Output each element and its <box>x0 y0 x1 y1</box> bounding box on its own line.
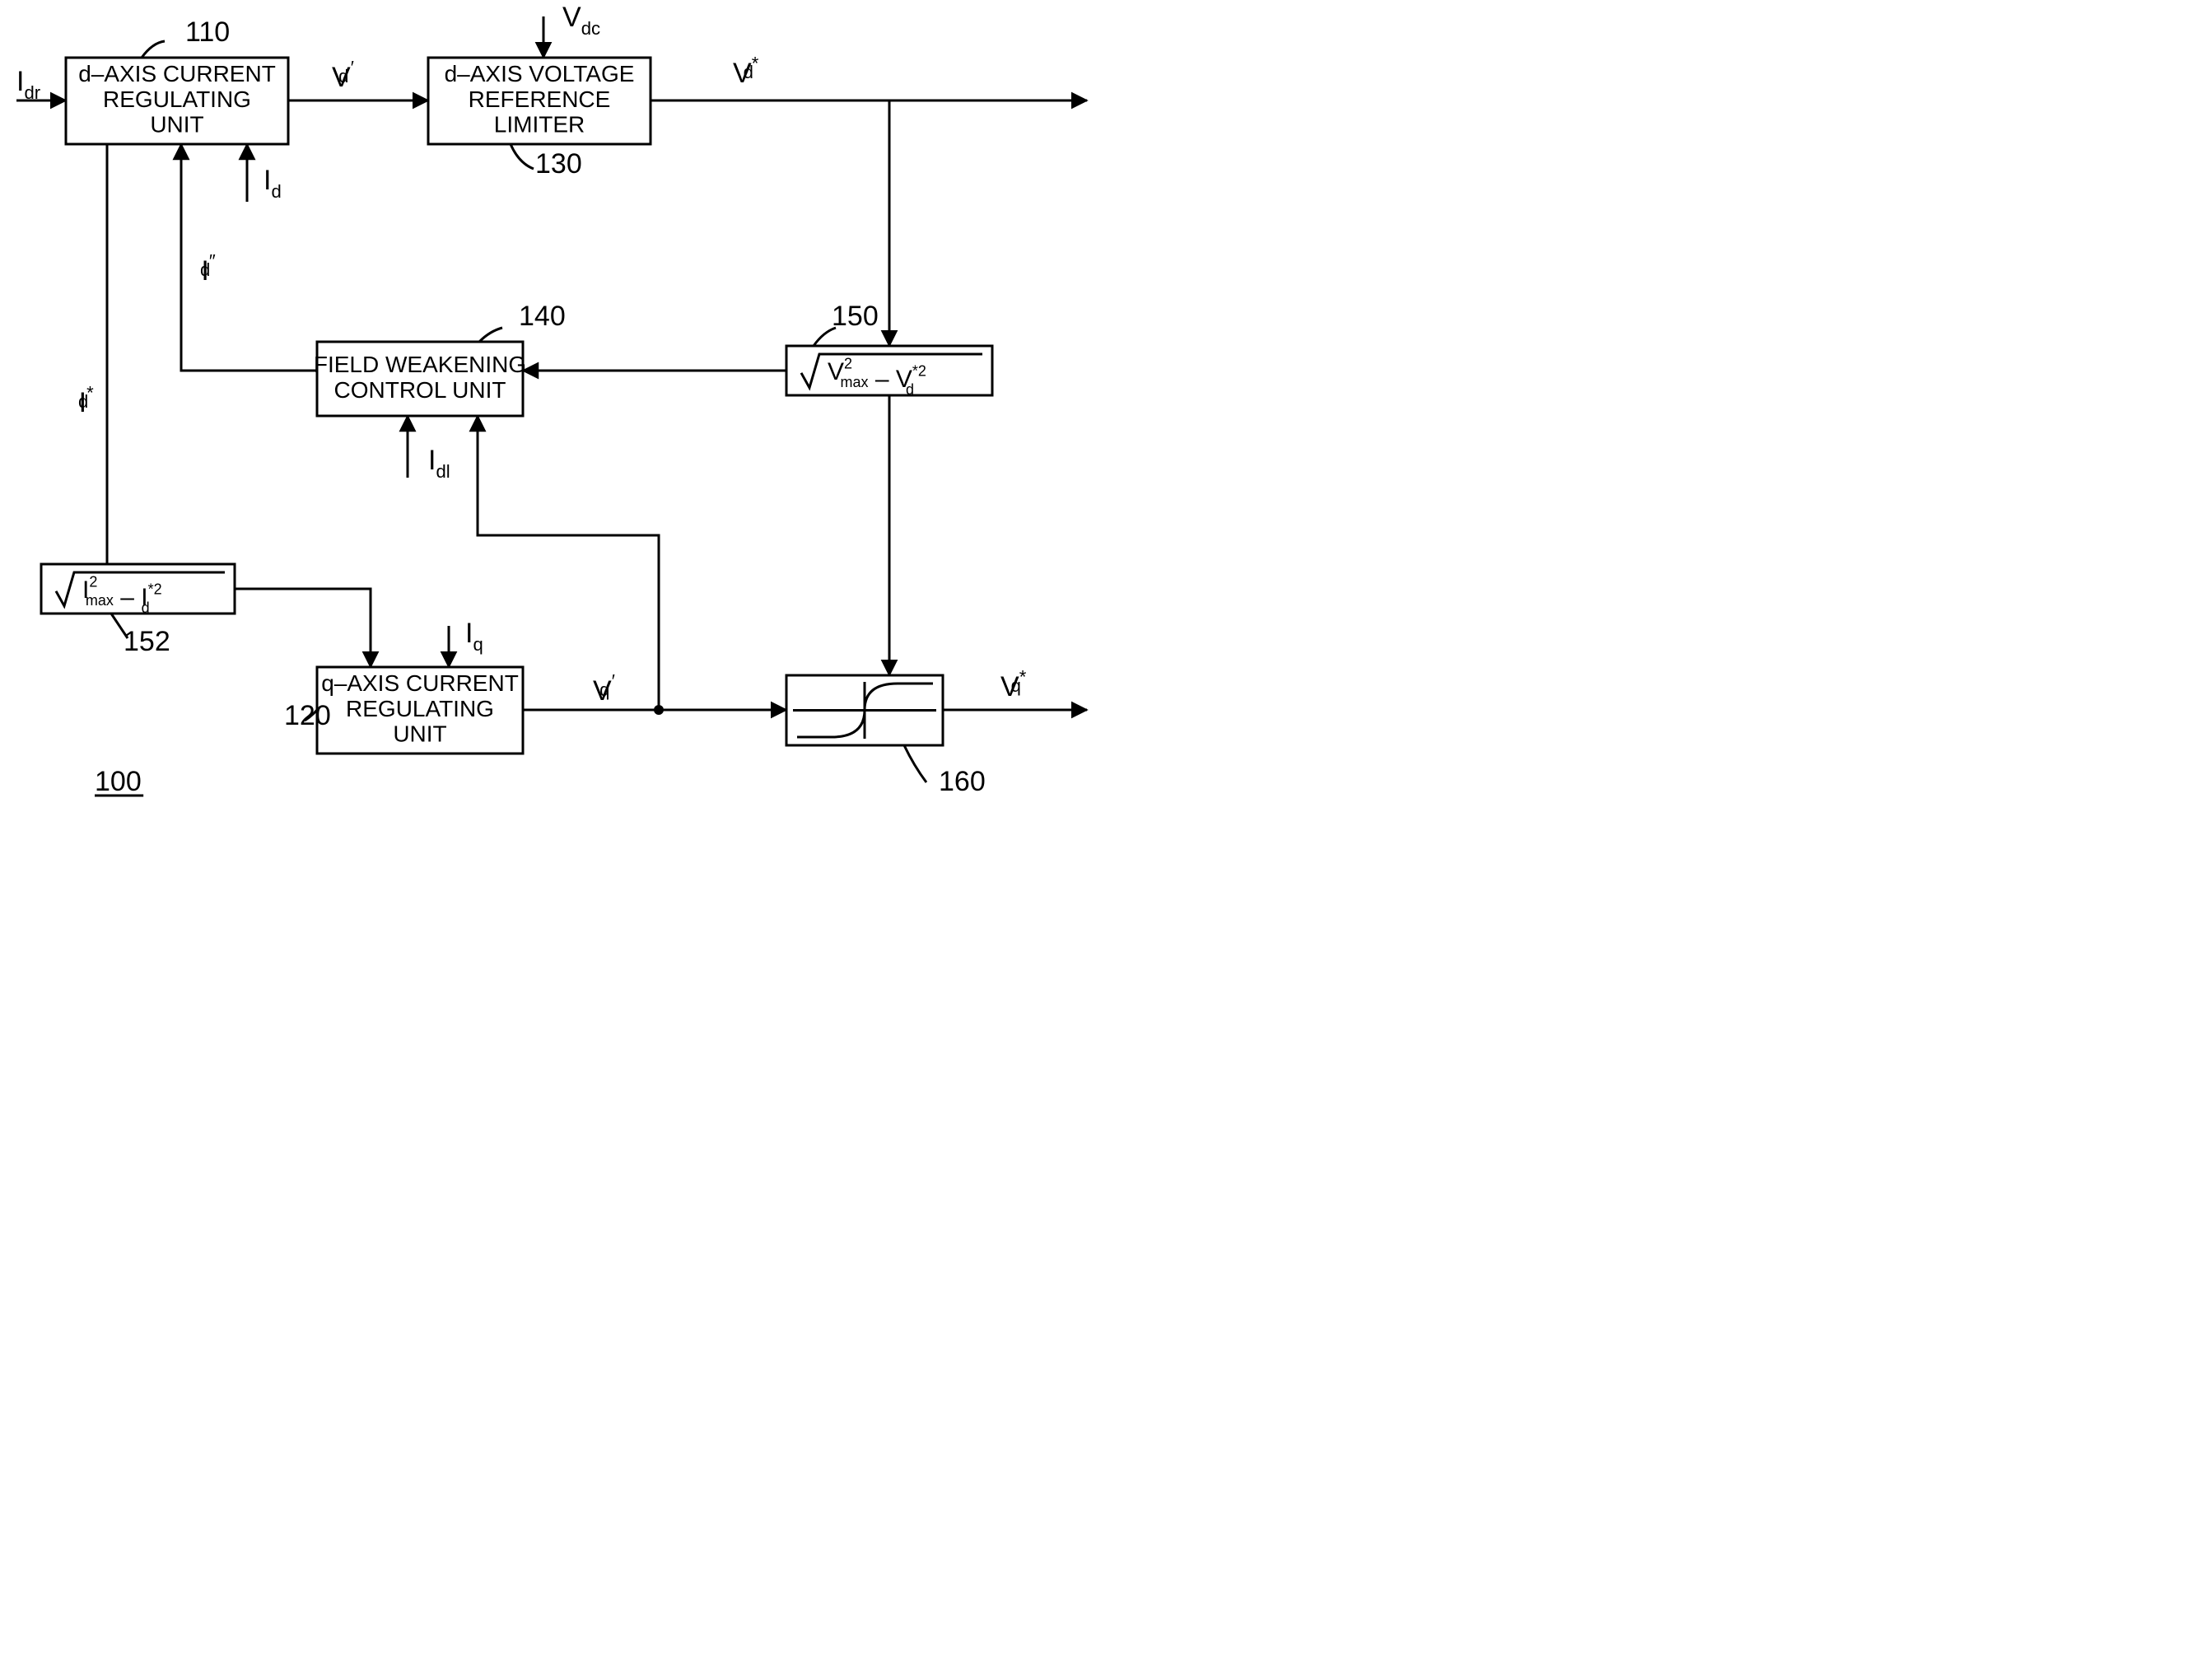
svg-text:152: 152 <box>124 626 170 657</box>
svg-text:V*q: V*q <box>1000 667 1027 702</box>
svg-text:110: 110 <box>185 16 230 48</box>
svg-text:V*d: V*d <box>733 54 759 89</box>
svg-text:Id: Id <box>264 165 282 202</box>
svg-text:V′q: V′q <box>593 671 615 707</box>
svg-text:Vdc: Vdc <box>562 2 600 39</box>
svg-text:130: 130 <box>535 148 582 180</box>
svg-text:d–AXIS CURRENT: d–AXIS CURRENT <box>78 61 276 86</box>
svg-text:LIMITER: LIMITER <box>494 112 585 138</box>
svg-text:Iq: Iq <box>465 618 483 655</box>
svg-text:UNIT: UNIT <box>150 112 203 138</box>
svg-text:d–AXIS VOLTAGE: d–AXIS VOLTAGE <box>445 61 635 86</box>
svg-text:Idl: Idl <box>428 445 450 482</box>
svg-text:UNIT: UNIT <box>393 721 446 747</box>
svg-text:I*d: I*d <box>78 383 94 418</box>
svg-text:CONTROL UNIT: CONTROL UNIT <box>334 377 506 403</box>
svg-text:100: 100 <box>95 766 142 797</box>
svg-text:REGULATING: REGULATING <box>103 86 251 112</box>
svg-text:150: 150 <box>832 301 879 332</box>
svg-text:V′d: V′d <box>332 58 354 93</box>
svg-text:REGULATING: REGULATING <box>346 696 494 721</box>
svg-text:I″d: I″d <box>200 251 216 287</box>
svg-text:120: 120 <box>284 700 331 731</box>
svg-text:q–AXIS CURRENT: q–AXIS CURRENT <box>321 670 519 696</box>
svg-text:140: 140 <box>519 301 566 332</box>
svg-text:REFERENCE: REFERENCE <box>469 86 611 112</box>
svg-text:Idr: Idr <box>16 66 40 103</box>
svg-text:160: 160 <box>939 766 986 797</box>
svg-text:FIELD WEAKENING: FIELD WEAKENING <box>314 352 526 377</box>
